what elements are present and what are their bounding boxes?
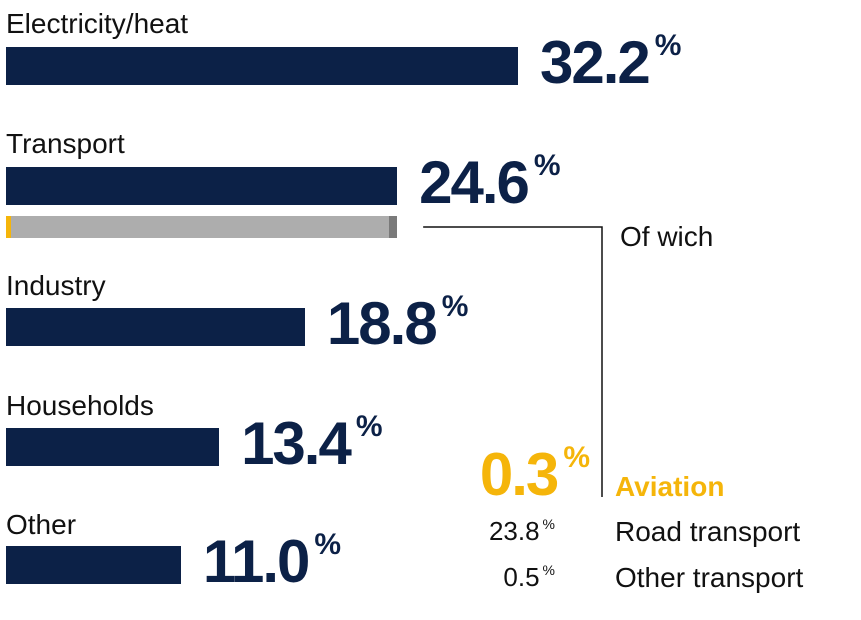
percent-sign: %	[314, 528, 342, 561]
bar	[6, 47, 518, 85]
connector-line	[423, 226, 603, 497]
percent-sign: %	[542, 516, 555, 532]
bar	[6, 546, 181, 584]
value-number: 23.8	[488, 516, 540, 546]
bar	[6, 428, 220, 466]
category-label: Transport	[6, 128, 125, 159]
value-label: 32.2%	[540, 31, 681, 93]
percent-sign: %	[542, 562, 555, 578]
category-label: Industry	[6, 270, 106, 301]
breakdown-value: 0.5%	[503, 562, 555, 592]
breakdown-heading: Of wich	[620, 221, 714, 252]
category-label: Other	[6, 509, 77, 540]
value-number: 24.6	[419, 149, 530, 216]
percent-sign: %	[355, 410, 383, 443]
breakdown-segment	[6, 216, 11, 238]
value-label: 11.0%	[203, 530, 341, 592]
breakdown-value: 23.8%	[488, 516, 555, 546]
breakdown-label: Road transport	[615, 516, 801, 547]
breakdown-label: Other transport	[615, 562, 804, 593]
breakdown-segment	[10, 216, 390, 238]
value-number: 18.8	[326, 290, 438, 357]
percent-sign: %	[533, 149, 561, 182]
percent-sign: %	[654, 29, 682, 62]
percent-sign: %	[563, 441, 590, 474]
aviation-value: 0.3%	[480, 443, 590, 505]
category-label: Electricity/heat	[6, 8, 189, 39]
value-number: 0.5	[503, 562, 540, 592]
value-number: 11.0	[202, 528, 310, 595]
value-label: 13.4%	[241, 412, 382, 474]
value-number: 32.2	[540, 29, 651, 96]
breakdown-segment	[389, 216, 398, 238]
percent-sign: %	[441, 290, 469, 323]
aviation-label: Aviation	[615, 471, 725, 502]
bar	[6, 308, 305, 346]
value-number: 13.4	[241, 410, 352, 477]
category-label: Households	[6, 390, 154, 421]
bar	[6, 167, 398, 205]
value-label: 18.8%	[327, 292, 468, 354]
value-number: 0.3	[479, 441, 559, 508]
value-label: 24.6%	[419, 151, 560, 213]
